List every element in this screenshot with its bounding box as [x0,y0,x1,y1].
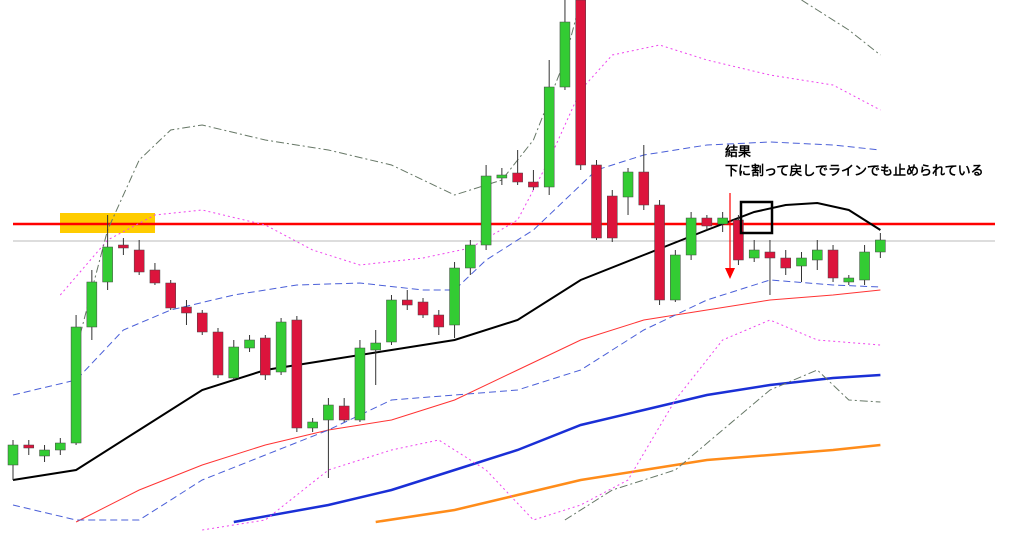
annotation-text: 下に割って戻しでラインでも止められている [725,163,984,179]
candle-body [86,281,98,328]
candle-body [575,0,586,166]
candle-body [591,164,602,239]
candle-body [875,239,886,253]
candle-body [780,257,791,269]
candle-body [748,249,760,259]
annotation-title: 結果 [725,144,751,160]
candle-body [354,347,366,421]
arrow-head [725,268,735,279]
candle-body [465,244,476,269]
indicator-line [12,201,881,481]
candle-body [496,174,508,179]
indicator-line [801,0,881,56]
candle-body [386,299,397,343]
candle-body [701,217,713,227]
candle-body [733,219,744,261]
candle-body [654,204,665,301]
candle-body [55,442,66,451]
focus-box [739,200,774,235]
candle-body [480,175,492,246]
candle-body [812,249,823,261]
candle-body [228,346,240,379]
indicator-line [202,319,881,531]
candle-body [670,254,681,301]
indicator-line [12,279,881,521]
candle-body [370,342,381,351]
indicator-line [375,443,881,524]
candle-body [843,277,855,283]
candle-body [196,312,208,333]
indicator-line [564,369,881,521]
indicator-line [233,373,881,524]
candle-body [181,306,192,314]
candle-body [685,217,697,256]
candle-body [717,217,728,225]
candle-body [543,86,555,188]
candle-body [449,267,460,326]
candle-body [338,405,350,421]
candle-body [859,251,870,281]
candles [7,0,886,480]
indicator-line [75,0,582,351]
indicator-line [12,141,881,396]
candle-body [212,331,224,376]
candle-body [796,257,807,267]
candle-body [764,251,776,259]
candle-body [23,444,35,449]
candle-body [512,172,523,183]
candle-body [260,337,271,376]
candle-body [307,421,318,429]
candle-body [638,171,650,206]
candle-body [102,246,113,283]
candle-body [528,181,539,188]
indicator-line [75,289,881,523]
candle-body [323,404,334,421]
indicator-line [59,44,881,296]
candle-body [622,171,634,198]
candle-body [244,339,255,349]
candle-body [133,249,145,273]
candle-body [607,195,618,239]
candle-body [165,282,176,309]
candle-body [291,319,303,429]
candle-body [417,301,429,316]
candle-body [275,321,287,373]
candle-body [7,444,19,466]
candle-body [559,21,571,88]
candle-body [118,244,129,249]
candle-body [827,249,839,279]
candle-body [402,299,413,306]
lines [12,0,995,531]
candle-body [149,269,161,284]
candle-body [70,326,82,444]
candle-body [39,449,50,457]
candle-body [433,314,445,328]
